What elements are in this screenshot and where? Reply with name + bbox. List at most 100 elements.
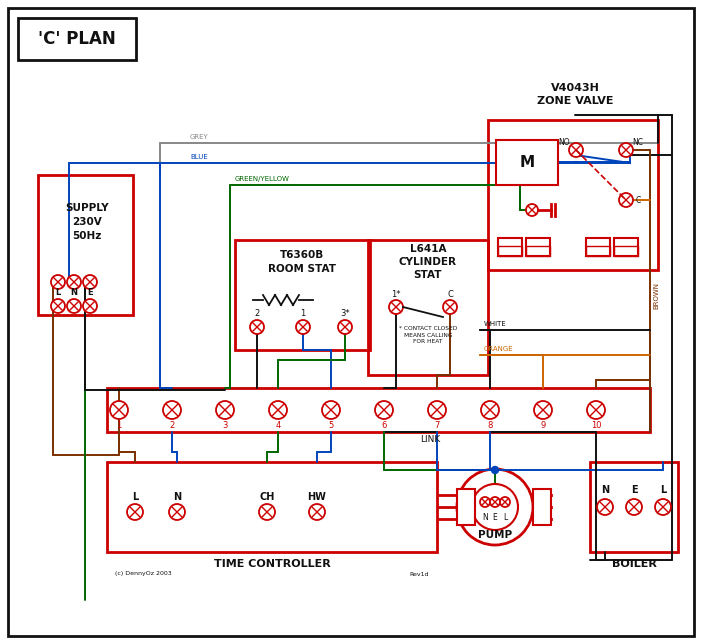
Circle shape <box>83 299 97 313</box>
Circle shape <box>51 299 65 313</box>
Circle shape <box>269 401 287 419</box>
Text: GREY: GREY <box>190 134 208 140</box>
Bar <box>614 246 638 256</box>
Text: 4: 4 <box>275 420 281 429</box>
Circle shape <box>259 504 275 520</box>
Text: N: N <box>482 513 488 522</box>
Circle shape <box>296 320 310 334</box>
Circle shape <box>216 401 234 419</box>
Text: Rev1d: Rev1d <box>409 572 429 576</box>
Text: SUPPLY
230V
50Hz: SUPPLY 230V 50Hz <box>65 203 109 241</box>
Text: 8: 8 <box>487 420 493 429</box>
Text: E: E <box>87 288 93 297</box>
Text: L: L <box>503 513 507 522</box>
Circle shape <box>428 401 446 419</box>
Text: NO: NO <box>558 138 570 147</box>
Circle shape <box>322 401 340 419</box>
Bar <box>533 489 551 525</box>
Text: * CONTACT CLOSED
MEANS CALLING
FOR HEAT: * CONTACT CLOSED MEANS CALLING FOR HEAT <box>399 326 457 344</box>
Circle shape <box>619 143 633 157</box>
Circle shape <box>163 401 181 419</box>
Circle shape <box>534 401 552 419</box>
Text: CH: CH <box>259 492 274 502</box>
Text: 10: 10 <box>591 420 601 429</box>
Text: N: N <box>601 485 609 495</box>
Circle shape <box>480 497 490 507</box>
Text: 2: 2 <box>169 420 175 429</box>
Text: L: L <box>660 485 666 495</box>
Circle shape <box>443 300 457 314</box>
Text: C: C <box>635 196 641 204</box>
Bar <box>457 489 475 525</box>
Circle shape <box>655 499 671 515</box>
Text: T6360B
ROOM STAT: T6360B ROOM STAT <box>268 251 336 274</box>
Circle shape <box>619 193 633 207</box>
Bar <box>368 240 488 375</box>
Text: N: N <box>173 492 181 502</box>
Bar <box>107 388 650 432</box>
Text: LINK: LINK <box>420 435 440 444</box>
Circle shape <box>127 504 143 520</box>
Circle shape <box>500 497 510 507</box>
Text: V4043H: V4043H <box>550 83 600 93</box>
Text: (c) DennyOz 2003: (c) DennyOz 2003 <box>115 572 172 576</box>
Text: L641A
CYLINDER
STAT: L641A CYLINDER STAT <box>399 244 457 280</box>
Text: L: L <box>55 288 60 297</box>
Text: WHITE: WHITE <box>484 321 507 327</box>
Circle shape <box>587 401 605 419</box>
Text: 3: 3 <box>223 420 227 429</box>
Circle shape <box>490 497 500 507</box>
Text: E: E <box>630 485 637 495</box>
Text: 9: 9 <box>541 420 545 429</box>
Circle shape <box>110 401 128 419</box>
Text: ZONE VALVE: ZONE VALVE <box>537 96 614 106</box>
Text: M: M <box>519 154 534 169</box>
Text: E: E <box>493 513 498 522</box>
Bar <box>235 240 370 350</box>
Bar <box>498 238 522 256</box>
Circle shape <box>375 401 393 419</box>
Bar <box>614 238 638 256</box>
Text: GREEN/YELLOW: GREEN/YELLOW <box>235 176 290 182</box>
Circle shape <box>83 275 97 289</box>
Bar <box>590 462 678 552</box>
Text: BROWN: BROWN <box>653 281 659 308</box>
Circle shape <box>472 484 518 530</box>
Text: C: C <box>447 290 453 299</box>
Text: 2: 2 <box>254 308 260 317</box>
Text: 5: 5 <box>329 420 333 429</box>
Text: BOILER: BOILER <box>611 559 656 569</box>
Circle shape <box>309 504 325 520</box>
Text: 6: 6 <box>381 420 387 429</box>
Bar <box>586 246 610 256</box>
Text: BLUE: BLUE <box>190 154 208 160</box>
Text: 7: 7 <box>435 420 439 429</box>
Text: PUMP: PUMP <box>478 530 512 540</box>
Circle shape <box>481 401 499 419</box>
Bar <box>586 238 610 256</box>
Text: N: N <box>70 288 77 297</box>
Bar <box>107 462 437 552</box>
Circle shape <box>169 504 185 520</box>
Circle shape <box>389 300 403 314</box>
Bar <box>18 18 136 60</box>
Circle shape <box>626 499 642 515</box>
Bar <box>526 246 550 256</box>
Circle shape <box>51 275 65 289</box>
Circle shape <box>569 143 583 157</box>
Bar <box>488 120 658 270</box>
Circle shape <box>526 204 538 216</box>
Circle shape <box>338 320 352 334</box>
Circle shape <box>491 467 498 474</box>
Text: L: L <box>132 492 138 502</box>
Bar <box>496 140 558 185</box>
Circle shape <box>67 299 81 313</box>
Text: 3*: 3* <box>340 308 350 317</box>
Text: TIME CONTROLLER: TIME CONTROLLER <box>213 559 331 569</box>
Bar <box>526 238 550 256</box>
Text: 1: 1 <box>300 308 305 317</box>
Text: 1*: 1* <box>391 290 401 299</box>
Text: 'C' PLAN: 'C' PLAN <box>38 30 116 48</box>
Bar <box>38 175 133 315</box>
Circle shape <box>597 499 613 515</box>
